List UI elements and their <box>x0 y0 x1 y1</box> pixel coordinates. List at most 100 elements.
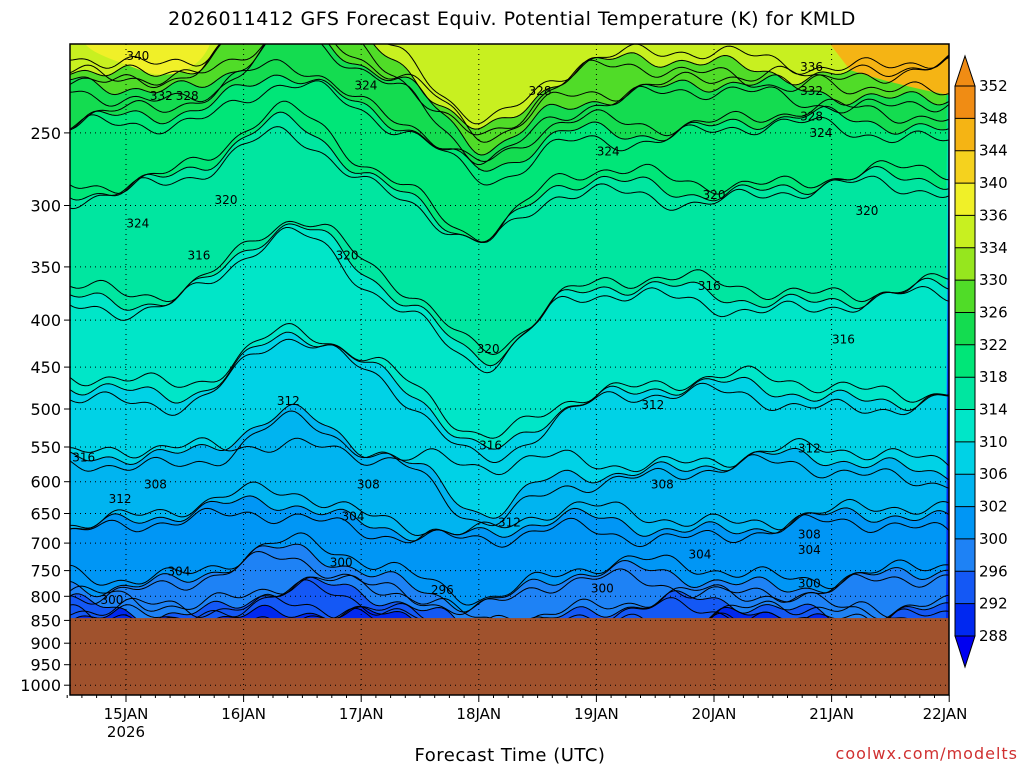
y-tick-label: 450 <box>30 358 61 377</box>
y-tick-label: 750 <box>30 562 61 581</box>
contour-line-304 <box>70 543 949 613</box>
colorbar-swatch <box>955 603 975 636</box>
contour-label: 308 <box>798 527 821 541</box>
contour-line-308-minor2 <box>70 507 949 548</box>
colorbar-swatch <box>955 377 975 410</box>
colorbar-tick-label: 314 <box>979 401 1008 419</box>
contour-line-316-minor1 <box>70 322 949 439</box>
colorbar-tick-label: 352 <box>979 77 1008 95</box>
colorbar-tick-label: 340 <box>979 174 1008 192</box>
contour-label: 336 <box>800 60 823 74</box>
contour-line-304-minor2 <box>70 550 949 616</box>
contour-label: 332 <box>150 89 173 103</box>
y-tick-label: 250 <box>30 124 61 143</box>
colorbar-tick-label: 344 <box>979 142 1008 160</box>
x-tick-label: 20JAN <box>692 705 737 723</box>
contour-line-312 <box>70 403 949 519</box>
contour-label: 308 <box>651 477 674 491</box>
y-tick-label: 950 <box>30 656 61 675</box>
contour-line-328-minor1 <box>70 59 949 163</box>
contour-label: 312 <box>498 516 521 530</box>
plot-frame <box>69 43 950 696</box>
contour-line-320-minor1 <box>70 220 949 356</box>
contour-label: 308 <box>357 477 380 491</box>
contour-label: 316 <box>832 333 855 347</box>
band-336 <box>70 44 949 129</box>
contour-line-336-minor2 <box>70 44 949 136</box>
contour-label: 340 <box>126 49 149 63</box>
colorbar-swatch <box>955 118 975 151</box>
y-tick-label: 350 <box>30 258 61 277</box>
colorbar-tick-label: 310 <box>979 433 1008 451</box>
contour-label: 328 <box>529 84 552 98</box>
contour-label: 316 <box>187 248 210 262</box>
contour-label: 304 <box>342 510 365 524</box>
y-tick-label: 650 <box>30 505 61 524</box>
colorbar-swatch <box>955 474 975 507</box>
x-axis-label: Forecast Time (UTC) <box>414 745 606 766</box>
colorbar-swatch <box>955 409 975 442</box>
colorbar-swatch <box>955 183 975 216</box>
colorbar-tick-label: 292 <box>979 595 1008 613</box>
contour-label: 328 <box>176 89 199 103</box>
colorbar-swatch <box>955 150 975 184</box>
contour-label: 320 <box>855 204 878 218</box>
y-tick-label: 300 <box>30 197 61 216</box>
colorbar-swatch <box>955 441 975 475</box>
contour-line-332-minor1 <box>70 44 949 143</box>
contour-label: 316 <box>72 451 95 465</box>
y-tick-label: 1000 <box>20 676 61 695</box>
contour-label: 328 <box>800 110 823 124</box>
colorbar-swatch <box>955 280 975 313</box>
colorbar-tick-label: 288 <box>979 627 1008 645</box>
colorbar-swatch <box>955 506 975 539</box>
contour-line-316 <box>70 331 949 450</box>
band-top-left <box>85 44 210 75</box>
colorbar-tick-label: 318 <box>979 368 1008 386</box>
colorbar-swatch <box>955 312 975 345</box>
y-tick-label: 500 <box>30 400 61 419</box>
contour-line-328 <box>70 74 949 172</box>
contour-line-336-minor1 <box>70 44 949 125</box>
y-axis: 250 300 350 400 450 500 550 600 650 700 750 800 850 9… <box>20 124 70 695</box>
contour-label: 324 <box>597 145 620 159</box>
contour-line-308-minor1 <box>70 481 949 537</box>
y-tick-label: 550 <box>30 438 61 457</box>
y-tick-label: 800 <box>30 587 61 606</box>
contour-label: 300 <box>591 582 614 596</box>
colorbar-tick-label: 334 <box>979 239 1008 257</box>
contour-label: 320 <box>336 248 359 262</box>
contour-line-328-minor2 <box>70 80 949 186</box>
contour-label: 300 <box>330 556 353 570</box>
contour-line-332-minor2 <box>70 44 949 166</box>
colorbar-min-arrow <box>954 635 976 669</box>
contour-label: 304 <box>167 565 190 579</box>
contour-label: 308 <box>144 477 167 491</box>
credit-link[interactable]: coolwx.com/modelts <box>835 744 1018 763</box>
contour-label: 320 <box>477 342 500 356</box>
colorbar-max-arrow <box>954 54 976 87</box>
colorbar-tick-label: 348 <box>979 109 1008 127</box>
contour-label: 304 <box>688 547 711 561</box>
contour-label: 312 <box>798 441 821 455</box>
colorbar-tick-label: 306 <box>979 465 1008 483</box>
colorbar-swatch <box>955 344 975 378</box>
y-tick-label: 700 <box>30 534 61 553</box>
colorbar-tick-label: 336 <box>979 206 1008 224</box>
x-tick-label: 22JAN <box>923 705 968 723</box>
colorbar-tick-label: 300 <box>979 530 1008 548</box>
y-tick-label: 850 <box>30 611 61 630</box>
colorbar-tick-label: 322 <box>979 336 1008 354</box>
band-top-warm <box>830 44 949 95</box>
contour-label: 296 <box>431 583 454 597</box>
colorbar-swatch <box>955 86 975 119</box>
contour-label: 324 <box>810 126 833 140</box>
contour-label: 300 <box>798 577 821 591</box>
contour-line-324-minor2 <box>70 126 949 243</box>
contour-line-304-minor1 <box>70 532 949 606</box>
contour-label: 316 <box>698 279 721 293</box>
y-tick-label: 900 <box>30 634 61 653</box>
y-tick-label: 400 <box>30 311 61 330</box>
